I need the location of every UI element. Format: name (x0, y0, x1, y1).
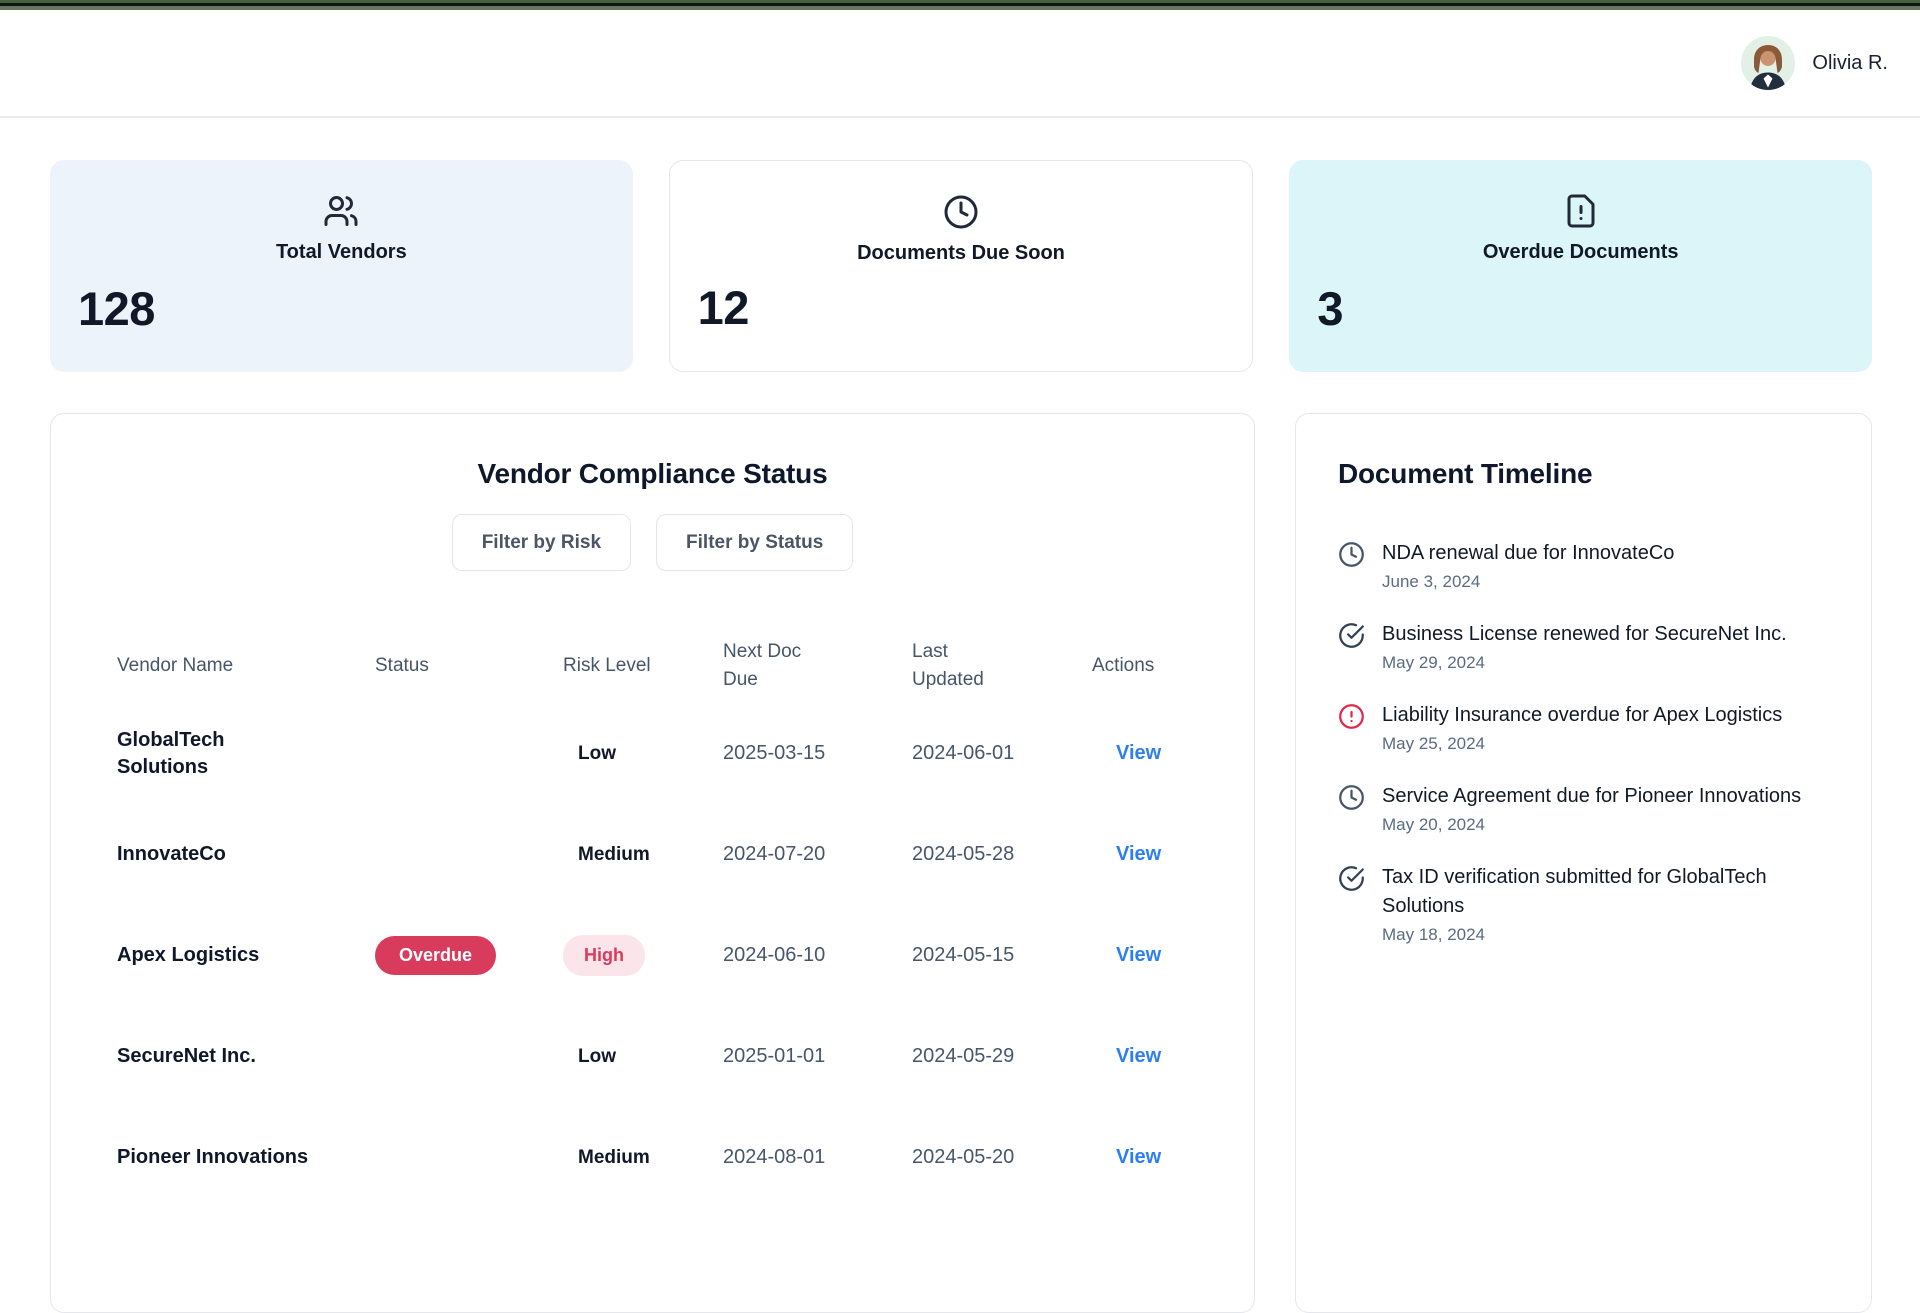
timeline-list: NDA renewal due for InnovateCo June 3, 2… (1338, 539, 1833, 945)
view-link[interactable]: View (1116, 742, 1162, 764)
risk-level: Medium (578, 1146, 650, 1168)
column-header-last-updated: Last Updated (912, 641, 984, 690)
view-link[interactable]: View (1116, 1045, 1162, 1067)
filter-bar: Filter by Risk Filter by Status (117, 514, 1188, 571)
next-doc-due: 2025-03-15 (723, 742, 826, 764)
last-updated: 2024-05-28 (912, 843, 1015, 865)
timeline-item-date: May 29, 2024 (1382, 653, 1486, 672)
stat-value: 12 (697, 281, 750, 334)
document-timeline-panel: Document Timeline NDA renewal due for In… (1295, 413, 1872, 1313)
main-content: Total Vendors 128 Documents Due Soon 12 … (0, 160, 1920, 1313)
column-header-actions: Actions (1092, 655, 1155, 676)
view-link[interactable]: View (1116, 944, 1162, 966)
user-menu[interactable]: Olivia R. (1741, 36, 1888, 90)
stat-value: 128 (78, 282, 155, 335)
vendor-compliance-panel: Vendor Compliance Status Filter by Risk … (50, 413, 1255, 1313)
last-updated: 2024-05-15 (912, 944, 1015, 966)
vendor-name: SecureNet Inc. (117, 1045, 256, 1067)
file-alert-icon (1563, 193, 1599, 230)
risk-level: High (563, 935, 645, 976)
top-accent-bar (0, 0, 1920, 10)
stat-label: Documents Due Soon (857, 242, 1065, 264)
timeline-item: NDA renewal due for InnovateCo June 3, 2… (1338, 539, 1833, 592)
timeline-item-date: June 3, 2024 (1382, 572, 1481, 591)
content-row: Vendor Compliance Status Filter by Risk … (50, 413, 1872, 1313)
vendor-name: InnovateCo (117, 843, 226, 865)
timeline-item-date: May 18, 2024 (1382, 925, 1486, 944)
stat-label: Total Vendors (275, 241, 407, 263)
check-circle-icon (1338, 865, 1365, 892)
stats-row: Total Vendors 128 Documents Due Soon 12 … (50, 160, 1873, 372)
column-header-vendor-name: Vendor Name (117, 655, 234, 676)
panel-title: Document Timeline (1338, 458, 1593, 489)
panel-title: Vendor Compliance Status (477, 458, 828, 489)
last-updated: 2024-06-01 (912, 742, 1015, 764)
table-row: InnovateCo Medium 2024-07-20 2024-05-28 … (117, 804, 1188, 905)
next-doc-due: 2025-01-01 (723, 1045, 826, 1067)
check-circle-icon (1338, 622, 1365, 649)
user-name: Olivia R. (1812, 51, 1888, 74)
risk-level: Medium (578, 843, 650, 865)
timeline-item: Service Agreement due for Pioneer Innova… (1338, 782, 1833, 835)
alert-circle-icon (1338, 703, 1365, 730)
table-row: GlobalTech Solutions Low 2025-03-15 2024… (117, 703, 1188, 804)
table-row: Apex Logistics Overdue High 2024-06-10 2… (117, 905, 1188, 1006)
view-link[interactable]: View (1116, 843, 1162, 865)
stat-value: 3 (1317, 282, 1343, 335)
stat-card-total-vendors: Total Vendors 128 (50, 160, 633, 372)
clock-icon (943, 194, 979, 231)
next-doc-due: 2024-06-10 (723, 944, 826, 966)
vendor-name: GlobalTech Solutions (117, 728, 225, 778)
timeline-item-text: Tax ID verification submitted for Global… (1382, 866, 1767, 917)
risk-level: Low (578, 1045, 616, 1067)
stat-card-documents-due-soon: Documents Due Soon 12 (668, 160, 1254, 372)
timeline-item-text: Business License renewed for SecureNet I… (1382, 623, 1787, 645)
table-row: SecureNet Inc. Low 2025-01-01 2024-05-29… (117, 1006, 1188, 1107)
next-doc-due: 2024-07-20 (723, 843, 826, 865)
column-header-risk-level: Risk Level (563, 655, 651, 676)
view-link[interactable]: View (1116, 1146, 1162, 1168)
table-row: Pioneer Innovations Medium 2024-08-01 20… (117, 1107, 1188, 1208)
column-header-next-doc-due: Next Doc Due (723, 641, 802, 690)
app-header: Olivia R. (0, 10, 1920, 118)
timeline-item-text: Liability Insurance overdue for Apex Log… (1382, 704, 1783, 726)
next-doc-due: 2024-08-01 (723, 1146, 826, 1168)
filter-by-risk-button[interactable]: Filter by Risk (451, 514, 632, 571)
users-icon (323, 193, 359, 230)
stat-card-overdue-documents: Overdue Documents 3 (1289, 160, 1873, 372)
timeline-item: Tax ID verification submitted for Global… (1338, 863, 1833, 945)
avatar (1741, 36, 1796, 90)
timeline-item-text: Service Agreement due for Pioneer Innova… (1382, 785, 1802, 807)
vendor-name: Apex Logistics (117, 944, 260, 966)
last-updated: 2024-05-29 (912, 1045, 1015, 1067)
stat-label: Overdue Documents (1482, 241, 1679, 263)
timeline-item-date: May 20, 2024 (1382, 815, 1486, 834)
timeline-item-text: NDA renewal due for InnovateCo (1382, 542, 1675, 564)
table-header-row: Vendor Name Status Risk Level Next Doc D… (117, 629, 1188, 703)
risk-level: Low (578, 742, 616, 764)
status-badge: Overdue (375, 936, 497, 975)
column-header-status: Status (375, 655, 429, 676)
timeline-item: Liability Insurance overdue for Apex Log… (1338, 701, 1833, 754)
clock-icon (1338, 541, 1365, 568)
clock-icon (1338, 784, 1365, 811)
vendor-name: Pioneer Innovations (117, 1146, 309, 1168)
filter-by-status-button[interactable]: Filter by Status (656, 514, 854, 571)
timeline-item: Business License renewed for SecureNet I… (1338, 620, 1833, 673)
last-updated: 2024-05-20 (912, 1146, 1015, 1168)
table-body: GlobalTech Solutions Low 2025-03-15 2024… (117, 703, 1188, 1208)
timeline-item-date: May 25, 2024 (1382, 734, 1486, 753)
